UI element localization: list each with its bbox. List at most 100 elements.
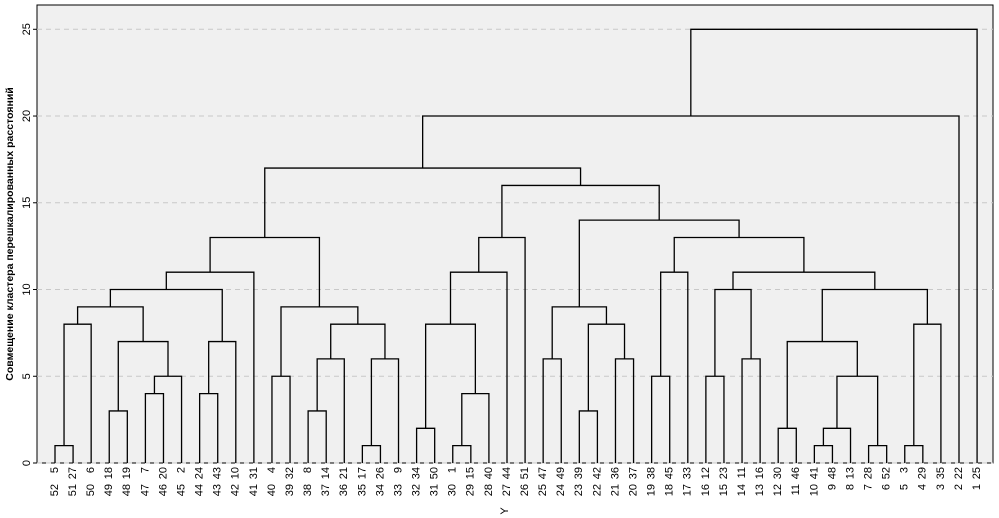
leaf-label: 8 — [302, 467, 314, 473]
leaf-label: 2 — [175, 467, 187, 473]
cluster-link — [361, 445, 382, 463]
case-number: 50 — [85, 484, 97, 496]
case-number: 46 — [157, 484, 169, 496]
cluster-link — [732, 271, 876, 290]
leaf-label: 4 — [266, 467, 278, 473]
case-number: 44 — [194, 484, 206, 496]
leaf-label: 3 — [899, 467, 911, 473]
cluster-link — [551, 306, 608, 359]
case-number: 10 — [808, 484, 820, 496]
leaf-label: 23 — [718, 467, 730, 479]
leaf-label: 7 — [139, 467, 151, 473]
leaf-label: 42 — [591, 467, 603, 479]
leaf-label: 34 — [411, 467, 423, 479]
leaf-label: 9 — [392, 467, 404, 473]
leaf-label: 20 — [157, 467, 169, 479]
case-number: 40 — [266, 484, 278, 496]
case-number: 42 — [230, 484, 242, 496]
leaf-label: 33 — [682, 467, 694, 479]
case-number: 25 — [537, 484, 549, 496]
case-number: 31 — [429, 484, 441, 496]
case-number: 34 — [374, 484, 386, 496]
leaf-label: 32 — [284, 467, 296, 479]
leaf-label: 30 — [772, 467, 784, 479]
case-number: 16 — [700, 484, 712, 496]
leaf-label: 5 — [49, 467, 61, 473]
leaf-label: 52 — [881, 467, 893, 479]
case-number: 24 — [555, 484, 567, 496]
cluster-link — [271, 375, 291, 463]
cluster-link — [165, 271, 255, 463]
case-number: 4 — [917, 484, 929, 490]
leaf-label: 37 — [627, 467, 639, 479]
case-number: 45 — [175, 484, 187, 496]
leaf-label: 40 — [483, 467, 495, 479]
case-number: 49 — [103, 484, 115, 496]
case-number: 22 — [591, 484, 603, 496]
leaf-label: 29 — [917, 467, 929, 479]
cluster-link — [117, 340, 169, 411]
leaf-label: 44 — [501, 467, 513, 479]
leaf-label: 12 — [700, 467, 712, 479]
leaf-label: 13 — [844, 467, 856, 479]
leaf-label: 46 — [790, 467, 802, 479]
leaf-label: 25 — [971, 467, 983, 479]
leaf-label: 24 — [194, 467, 206, 479]
leaf-label: 39 — [573, 467, 585, 479]
case-number: 30 — [447, 484, 459, 496]
x-axis-title: Y — [499, 507, 511, 515]
case-number: 13 — [754, 484, 766, 496]
leaf-label: 43 — [212, 467, 224, 479]
cluster-link — [208, 340, 237, 463]
cluster-link — [813, 445, 834, 463]
case-number: 21 — [609, 484, 621, 496]
leaf-label: 19 — [121, 467, 133, 479]
cluster-link — [280, 306, 359, 377]
case-number: 3 — [935, 484, 947, 490]
leaf-label: 21 — [338, 467, 350, 479]
leaf-label: 6 — [85, 467, 97, 473]
case-number: 32 — [411, 484, 423, 496]
leaf-label: 45 — [664, 467, 676, 479]
case-number: 51 — [67, 484, 79, 496]
case-number: 12 — [772, 484, 784, 496]
cluster-link — [650, 375, 671, 463]
leaf-label: 51 — [519, 467, 531, 479]
cluster-link — [76, 306, 144, 342]
case-number: 41 — [248, 484, 260, 496]
case-number: 37 — [320, 484, 332, 496]
case-number: 5 — [899, 484, 911, 490]
leaf-label: 38 — [646, 467, 658, 479]
leaf-label: 10 — [230, 467, 242, 479]
case-number: 47 — [139, 484, 151, 496]
leaf-label: 28 — [863, 467, 875, 479]
cluster-link — [108, 410, 128, 463]
leaf-label: 1 — [447, 467, 459, 473]
case-number: 26 — [519, 484, 531, 496]
cluster-link — [690, 28, 978, 463]
cluster-link — [660, 271, 689, 463]
leaf-label: 22 — [953, 467, 965, 479]
case-number: 6 — [881, 484, 893, 490]
leaf-label: 11 — [736, 467, 748, 478]
case-number: 48 — [121, 484, 133, 496]
case-number: 17 — [682, 484, 694, 496]
case-number: 39 — [284, 484, 296, 496]
case-number: 23 — [573, 484, 585, 496]
y-tick-label: 10 — [21, 283, 33, 295]
leaf-label: 48 — [826, 467, 838, 479]
y-tick-label: 5 — [21, 373, 33, 379]
y-axis-title: Совмещение кластера перешкалированных ра… — [4, 87, 16, 380]
leaf-label: 27 — [67, 467, 79, 479]
cluster-link — [705, 375, 725, 463]
case-number: 27 — [501, 484, 513, 496]
leaf-label: 49 — [555, 467, 567, 479]
leaf-label: 31 — [248, 467, 260, 479]
case-number: 18 — [664, 484, 676, 496]
cluster-link — [673, 236, 805, 273]
leaf-label: 17 — [356, 467, 368, 479]
case-number: 2 — [953, 484, 965, 490]
case-number: 9 — [826, 484, 838, 490]
cluster-link — [452, 445, 472, 463]
